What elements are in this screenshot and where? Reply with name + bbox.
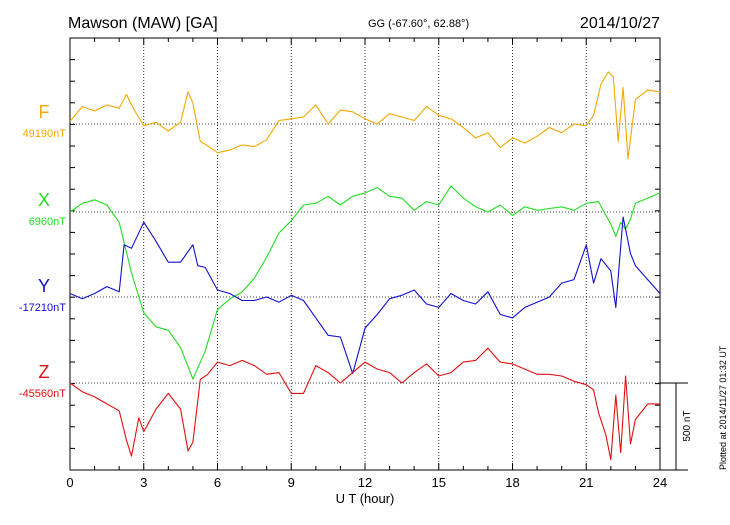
x-axis-label: U T (hour): [336, 491, 395, 506]
x-tick-label-9: 9: [288, 475, 295, 490]
x-tick-labels: 0 3 6 9 12 15 18 21 24: [66, 475, 667, 490]
series-line-f: [69, 71, 661, 160]
chart-title: Mawson (MAW) [GA]: [68, 15, 218, 32]
series-baseline-f: 49190nT: [23, 128, 67, 140]
series-baseline-z: -45560nT: [19, 388, 66, 400]
series-labels: F 49190nT X 6960nT Y -17210nT Z -45560nT: [19, 102, 66, 400]
series-label-x: X: [38, 190, 50, 210]
x-tick-label-15: 15: [432, 475, 446, 490]
scale-bar-label: 500 nT: [682, 410, 693, 441]
x-tick-label-0: 0: [66, 475, 73, 490]
x-tick-label-3: 3: [140, 475, 147, 490]
x-tick-label-12: 12: [358, 475, 372, 490]
vertical-gridlines: [143, 38, 587, 470]
date-label: 2014/10/27: [580, 15, 660, 32]
series-baseline-x: 6960nT: [29, 216, 67, 228]
series-label-z: Z: [39, 362, 50, 382]
x-tick-label-21: 21: [579, 475, 593, 490]
coordinates-label: GG (-67.60°, 62.88°): [368, 18, 469, 30]
series-lines: [69, 71, 661, 461]
series-line-y: [69, 216, 661, 375]
axis-ticks: [69, 38, 661, 470]
baseline-gridlines: [70, 123, 660, 384]
plot-timestamp: Plotted at 2014/11/27 01:32 UT: [718, 345, 728, 470]
series-label-f: F: [39, 102, 50, 122]
x-tick-label-6: 6: [214, 475, 221, 490]
x-tick-label-24: 24: [653, 475, 667, 490]
scale-bar: 500 nT: [660, 382, 693, 471]
x-tick-label-18: 18: [505, 475, 519, 490]
series-line-x: [69, 185, 661, 380]
series-label-y: Y: [38, 276, 50, 296]
series-baseline-y: -17210nT: [19, 302, 66, 314]
series-line-z: [69, 347, 660, 461]
